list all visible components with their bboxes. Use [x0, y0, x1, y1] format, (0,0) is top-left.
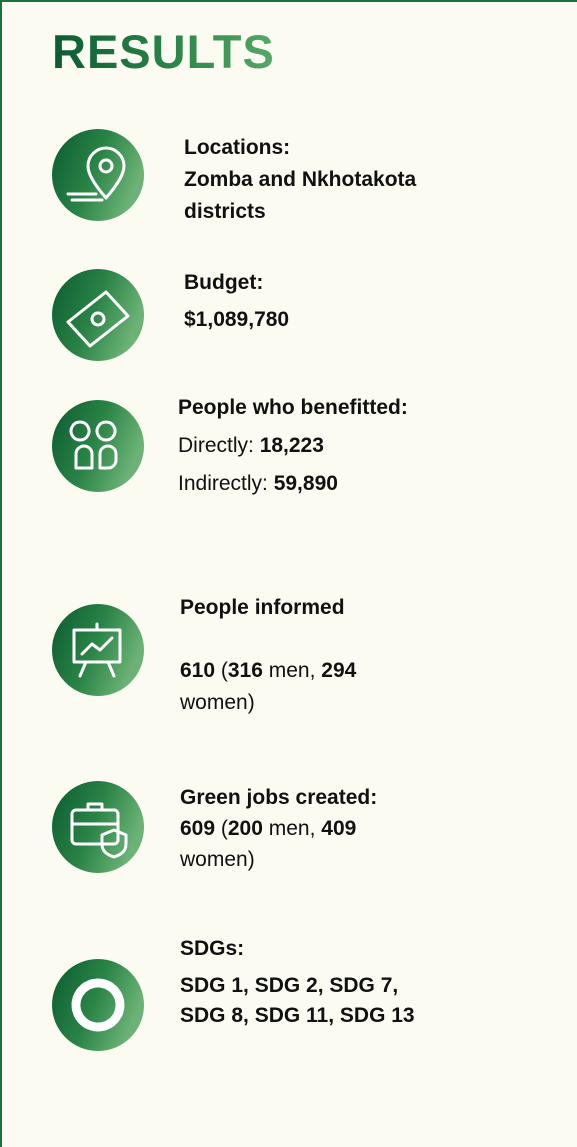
- icon-circles: [52, 129, 144, 1051]
- text-segment: (: [215, 659, 228, 682]
- text-segment: SDG 8, SDG 11, SDG 13: [180, 1004, 415, 1027]
- text-segment: 18,223: [259, 434, 324, 457]
- text-segment: 294: [321, 659, 357, 682]
- text-segment: women): [180, 848, 255, 871]
- text-segment: Locations:: [184, 136, 291, 159]
- title: RESULTS: [52, 25, 275, 78]
- item-heading: People informed: [180, 596, 345, 620]
- text-segment: People informed: [180, 596, 345, 619]
- item-line: Zomba and Nkhotakota: [184, 168, 416, 192]
- text-segment: 409: [321, 817, 357, 840]
- item-line: Directly: 18,223: [178, 434, 324, 458]
- item-heading: People who benefitted:: [178, 396, 408, 420]
- item-heading: Green jobs created:: [180, 786, 377, 810]
- item-line: 609 (200 men, 409: [180, 817, 356, 841]
- text-segment: 200: [227, 817, 263, 840]
- text-segment: 316: [227, 659, 263, 682]
- text-segment: People who benefitted:: [178, 396, 408, 419]
- text-segment: SDGs:: [180, 937, 245, 960]
- item-line: districts: [184, 200, 266, 224]
- text-segment: 610: [180, 659, 216, 682]
- text-segment: SDG 1, SDG 2, SDG 7,: [180, 974, 399, 997]
- item-heading: Locations:: [184, 136, 290, 160]
- text-segment: $1,089,780: [184, 308, 290, 331]
- text-segment: women): [180, 691, 255, 714]
- item-line: 610 (316 men, 294: [180, 659, 356, 683]
- text-segment: Indirectly:: [178, 472, 274, 495]
- icon-glyphs: [66, 146, 130, 1032]
- text-segment: men,: [262, 659, 322, 682]
- text-segment: men,: [262, 817, 322, 840]
- text-segment: districts: [184, 200, 266, 223]
- item-line: Indirectly: 59,890: [178, 472, 338, 496]
- text-segment: 59,890: [273, 472, 338, 495]
- text-segment: 609: [180, 817, 216, 840]
- item-line: $1,089,780: [184, 308, 289, 332]
- text-segment: Zomba and Nkhotakota: [184, 168, 417, 191]
- text-segment: (: [215, 817, 228, 840]
- text-segment: Budget:: [184, 271, 264, 294]
- item-line: SDG 8, SDG 11, SDG 13: [180, 1004, 415, 1028]
- item-heading: Budget:: [184, 271, 263, 295]
- item-line: women): [180, 691, 255, 715]
- item-line: SDG 1, SDG 2, SDG 7,: [180, 974, 398, 998]
- text-segment: Green jobs created:: [180, 786, 378, 809]
- text-segment: Directly:: [178, 434, 260, 457]
- item-heading: SDGs:: [180, 937, 244, 961]
- item-line: women): [180, 848, 255, 872]
